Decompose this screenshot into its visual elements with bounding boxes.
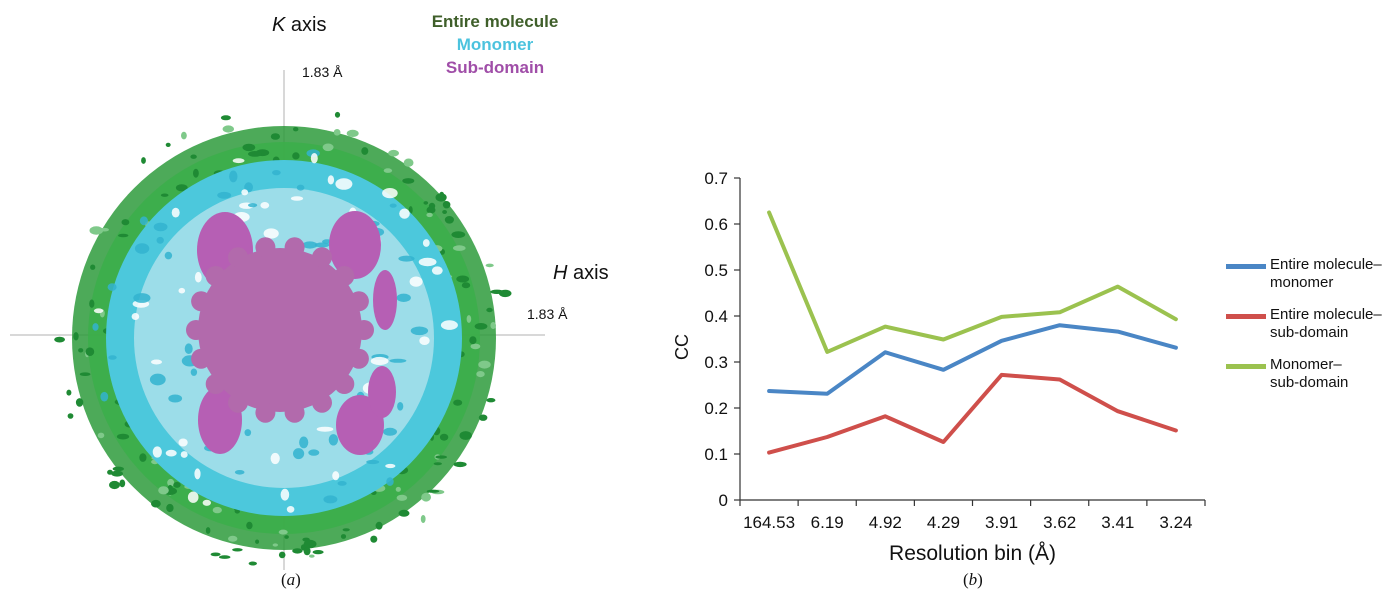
x-axis-title: Resolution bin (Å) [889,542,1056,565]
cc-line-chart: 0 0.1 0.2 0.3 0.4 0.5 0.6 0.7 164.53 6.19 4.92 4.29… [672,169,1206,565]
y-tick-label: 0.1 [704,445,728,464]
legend-swatch-em-monomer [1226,264,1266,269]
series-line-entire-molecule-monomer [767,323,1178,396]
x-tick-label: 3.62 [1043,513,1076,532]
h-axis-value: 1.83 Å [527,306,568,322]
legend-swatch-em-subdomain [1226,314,1266,319]
x-tick-label: 164.53 [743,513,795,532]
x-tick-label: 3.41 [1101,513,1134,532]
k-axis-title: K axis [272,14,327,36]
legend-em-subdomain: Entire molecule– sub-domain [1270,306,1382,341]
y-tick-label: 0.5 [704,261,728,280]
caption-b: (b) [963,570,983,589]
x-tick-label: 4.92 [869,513,902,532]
legend-sub-domain: Sub-domain [445,58,545,77]
x-tick-label: 4.29 [927,513,960,532]
caption-a: (a) [281,570,301,589]
legend-swatch-monomer-subdomain [1226,364,1266,369]
x-tick-label: 3.24 [1159,513,1192,532]
density-map-panel [10,70,545,570]
y-tick-label: 0.3 [704,353,728,372]
y-tick-label: 0.6 [704,215,728,234]
x-tick-label: 6.19 [811,513,844,532]
y-axis-title: CC [672,334,692,360]
legend-monomer: Monomer [456,35,534,54]
y-tick-label: 0.7 [704,169,728,188]
series-line-monomer-sub-domain [767,210,1178,354]
series-line-entire-molecule-sub-domain [767,372,1178,455]
density-map [54,111,512,566]
y-tick-label: 0 [719,491,728,510]
legend-em-monomer: Entire molecule– monomer [1270,256,1382,291]
y-tick-label: 0.2 [704,399,728,418]
sub-domain-core [198,248,362,412]
k-axis-value: 1.83 Å [302,64,343,80]
h-axis-title: H axis [553,262,609,284]
legend-entire-molecule: Entire molecule [431,12,559,31]
y-tick-label: 0.4 [704,307,728,326]
legend-monomer-subdomain: Monomer– sub-domain [1270,356,1349,391]
x-tick-label: 3.91 [985,513,1018,532]
